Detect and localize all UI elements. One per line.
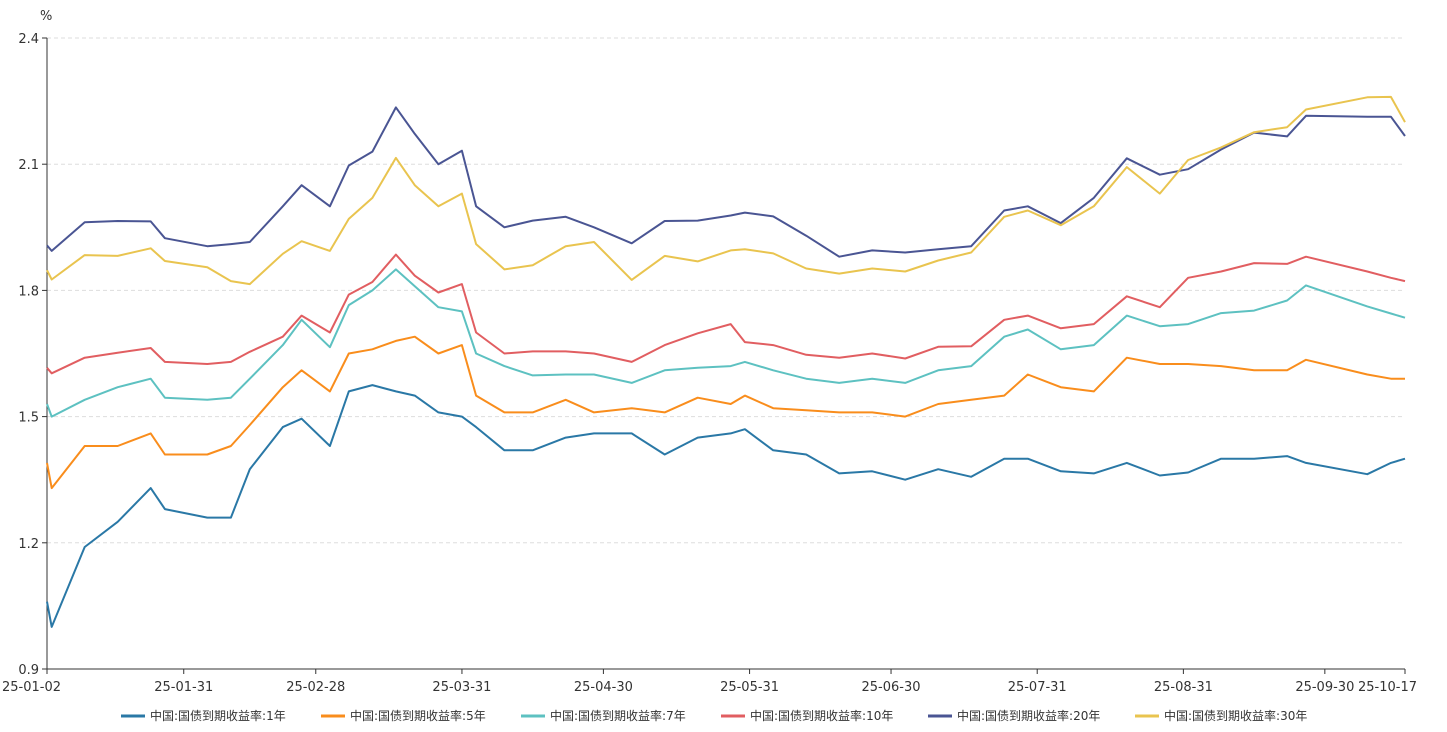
x-tick-label: 25-02-28 [286,680,345,695]
legend-item[interactable]: 中国:国债到期收益率:20年 [928,708,1100,723]
y-tick-label: 0.9 [18,663,39,678]
legend-item[interactable]: 中国:国债到期收益率:1年 [121,708,286,723]
x-tick-label: 25-05-31 [720,680,779,695]
axes: 0.9 1.2 1.5 1.8 2.1 2.4 25-01-02 25-01-31 25-02-… [2,32,1417,695]
x-tick-label: 25-08-31 [1154,680,1213,695]
legend-label: 中国:国债到期收益率:10年 [750,708,893,723]
legend-label: 中国:国债到期收益率:7年 [550,708,686,723]
x-tick-label: 25-07-31 [1008,680,1067,695]
series-line-2 [46,335,1405,490]
y-tick-label: 1.2 [18,537,39,552]
series-line-4 [46,253,1406,375]
legend-item[interactable]: 中国:国债到期收益率:7年 [521,708,686,723]
legend-item[interactable]: 中国:国债到期收益率:5年 [321,708,486,723]
series-line-5 [46,106,1406,258]
series-line-3 [46,268,1406,418]
x-tick-label: 25-01-31 [154,680,213,695]
y-tick-label: 1.8 [18,284,39,299]
x-tick-label: 25-09-30 [1295,680,1354,695]
legend-item[interactable]: 中国:国债到期收益率:10年 [721,708,893,723]
series-lines [46,95,1406,628]
legend-label: 中国:国债到期收益率:30年 [1164,708,1307,723]
x-tick-label: 25-06-30 [862,680,921,695]
legend-label: 中国:国债到期收益率:20年 [957,708,1100,723]
x-tick-label: 25-10-17 [1358,680,1417,695]
legend[interactable]: 中国:国债到期收益率:1年 中国:国债到期收益率:5年 中国:国债到期收益率:7年 中… [121,708,1307,723]
legend-item[interactable]: 中国:国债到期收益率:30年 [1135,708,1307,723]
legend-label: 中国:国债到期收益率:5年 [350,708,486,723]
series-line-6 [46,95,1406,286]
legend-label: 中国:国债到期收益率:1年 [150,708,286,723]
x-tick-label: 25-03-31 [432,680,491,695]
y-tick-label: 2.4 [18,32,39,47]
y-tick-label: 2.1 [18,158,39,173]
y-axis-unit: % [40,9,52,24]
series-line-1 [46,384,1406,628]
x-tick-label: 25-01-02 [2,680,61,695]
grid-lines [47,37,1405,544]
x-tick-label: 25-04-30 [574,680,633,695]
y-tick-label: 1.5 [18,411,39,426]
